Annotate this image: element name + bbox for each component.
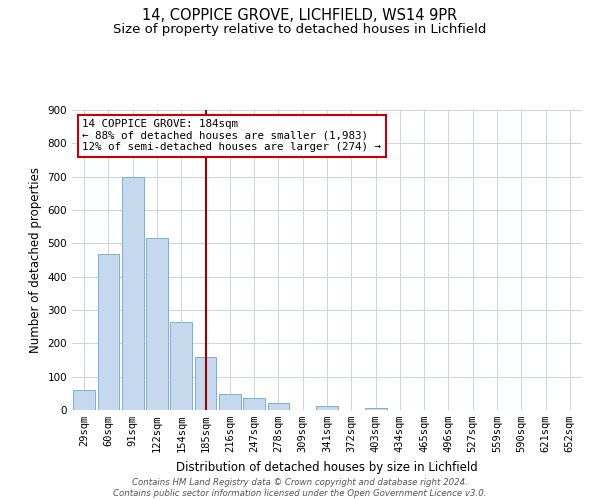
Y-axis label: Number of detached properties: Number of detached properties	[29, 167, 42, 353]
Text: 14, COPPICE GROVE, LICHFIELD, WS14 9PR: 14, COPPICE GROVE, LICHFIELD, WS14 9PR	[142, 8, 458, 22]
Bar	[97, 254, 119, 410]
Bar	[194, 356, 217, 410]
Bar	[316, 406, 338, 410]
Bar	[243, 398, 265, 410]
Bar	[122, 176, 143, 410]
X-axis label: Distribution of detached houses by size in Lichfield: Distribution of detached houses by size …	[176, 460, 478, 473]
Bar	[365, 408, 386, 410]
Bar	[268, 404, 289, 410]
Bar	[146, 238, 168, 410]
Text: Contains HM Land Registry data © Crown copyright and database right 2024.
Contai: Contains HM Land Registry data © Crown c…	[113, 478, 487, 498]
Text: 14 COPPICE GROVE: 184sqm
← 88% of detached houses are smaller (1,983)
12% of sem: 14 COPPICE GROVE: 184sqm ← 88% of detach…	[82, 119, 381, 152]
Bar	[170, 322, 192, 410]
Text: Size of property relative to detached houses in Lichfield: Size of property relative to detached ho…	[113, 22, 487, 36]
Bar	[219, 394, 241, 410]
Bar	[73, 390, 95, 410]
